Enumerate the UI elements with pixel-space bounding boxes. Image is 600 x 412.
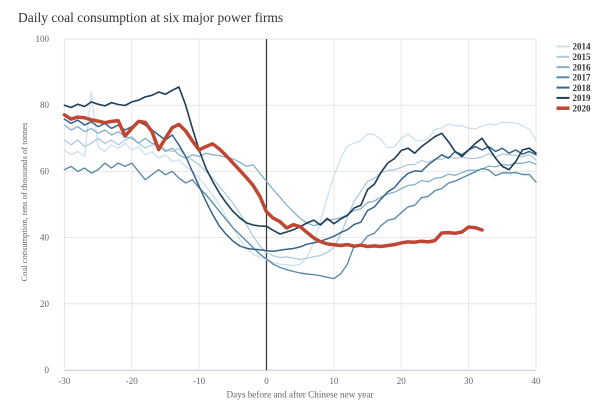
svg-text:40: 40 — [40, 233, 50, 243]
svg-text:10: 10 — [329, 376, 339, 386]
svg-text:Days before and after Chinese: Days before and after Chinese new year — [227, 390, 374, 400]
svg-text:0: 0 — [45, 365, 50, 375]
svg-text:-20: -20 — [126, 376, 138, 386]
svg-text:20: 20 — [40, 299, 50, 309]
svg-text:30: 30 — [464, 376, 474, 386]
svg-text:2017: 2017 — [573, 73, 592, 83]
svg-text:80: 80 — [40, 100, 50, 110]
svg-text:0: 0 — [264, 376, 269, 386]
svg-text:Coal consumption, tens of thou: Coal consumption, tens of thousands of t… — [19, 123, 29, 282]
svg-text:-30: -30 — [58, 376, 70, 386]
svg-text:-10: -10 — [193, 376, 205, 386]
svg-text:40: 40 — [532, 376, 542, 386]
svg-text:2018: 2018 — [573, 83, 592, 93]
svg-text:2016: 2016 — [573, 62, 592, 72]
svg-text:2015: 2015 — [573, 52, 592, 62]
svg-text:60: 60 — [40, 166, 50, 176]
svg-text:20: 20 — [397, 376, 407, 386]
svg-text:100: 100 — [36, 34, 50, 44]
svg-text:2019: 2019 — [573, 93, 592, 103]
svg-text:Daily coal consumption at six: Daily coal consumption at six major powe… — [18, 10, 283, 25]
svg-text:2020: 2020 — [573, 103, 592, 113]
svg-text:2014: 2014 — [573, 42, 592, 52]
